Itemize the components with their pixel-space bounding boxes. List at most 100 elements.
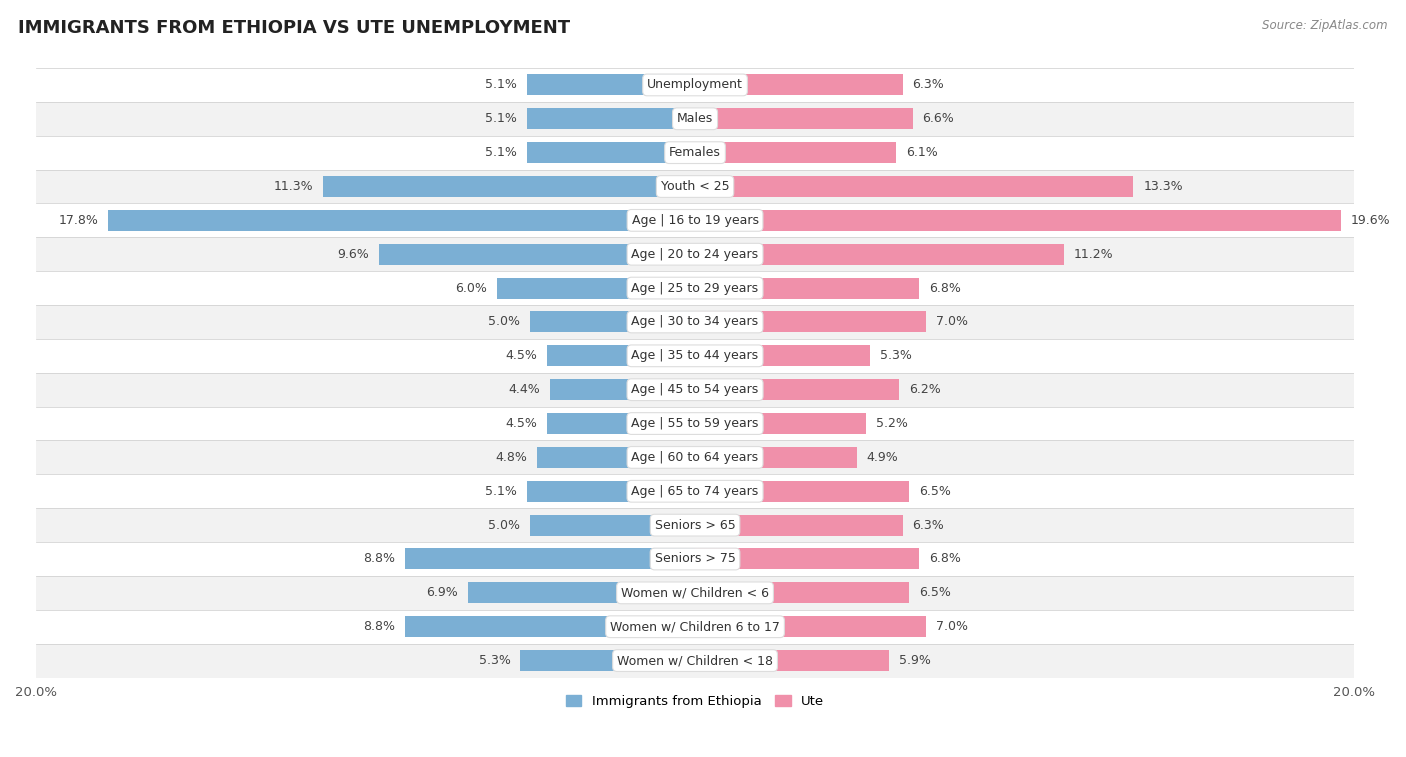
Text: Unemployment: Unemployment <box>647 79 742 92</box>
Bar <box>695 582 910 603</box>
Bar <box>695 142 896 164</box>
Bar <box>695 210 1341 231</box>
Text: Women w/ Children < 6: Women w/ Children < 6 <box>621 587 769 600</box>
Text: Age | 16 to 19 years: Age | 16 to 19 years <box>631 214 759 227</box>
Text: 5.3%: 5.3% <box>880 349 911 363</box>
Bar <box>530 515 695 536</box>
Text: 6.2%: 6.2% <box>910 383 941 396</box>
Bar <box>37 610 1354 643</box>
Bar <box>695 176 1133 197</box>
Bar <box>527 481 695 502</box>
Bar <box>37 441 1354 475</box>
Text: 19.6%: 19.6% <box>1351 214 1391 227</box>
Bar <box>695 650 890 671</box>
Bar <box>323 176 695 197</box>
Text: 5.1%: 5.1% <box>485 79 517 92</box>
Text: Women w/ Children 6 to 17: Women w/ Children 6 to 17 <box>610 620 780 633</box>
Bar <box>37 204 1354 237</box>
Bar <box>537 447 695 468</box>
Text: Females: Females <box>669 146 721 159</box>
Text: Age | 20 to 24 years: Age | 20 to 24 years <box>631 248 759 260</box>
Text: Age | 30 to 34 years: Age | 30 to 34 years <box>631 316 759 329</box>
Bar <box>405 549 695 569</box>
Text: Age | 35 to 44 years: Age | 35 to 44 years <box>631 349 759 363</box>
Text: 13.3%: 13.3% <box>1143 180 1182 193</box>
Bar <box>37 170 1354 204</box>
Bar <box>37 102 1354 136</box>
Text: 6.5%: 6.5% <box>920 484 950 498</box>
Bar <box>37 237 1354 271</box>
Text: 6.1%: 6.1% <box>905 146 938 159</box>
Text: 6.6%: 6.6% <box>922 112 955 126</box>
Bar <box>37 372 1354 407</box>
Text: 5.9%: 5.9% <box>900 654 931 667</box>
Text: 5.0%: 5.0% <box>488 316 520 329</box>
Text: Women w/ Children < 18: Women w/ Children < 18 <box>617 654 773 667</box>
Text: Source: ZipAtlas.com: Source: ZipAtlas.com <box>1263 19 1388 32</box>
Bar <box>547 413 695 434</box>
Bar <box>695 379 900 400</box>
Text: Age | 60 to 64 years: Age | 60 to 64 years <box>631 451 759 464</box>
Bar <box>468 582 695 603</box>
Text: 5.1%: 5.1% <box>485 484 517 498</box>
Bar <box>37 271 1354 305</box>
Text: 4.5%: 4.5% <box>505 349 537 363</box>
Bar <box>695 515 903 536</box>
Text: 5.0%: 5.0% <box>488 519 520 531</box>
Bar <box>37 407 1354 441</box>
Text: 6.8%: 6.8% <box>929 553 960 565</box>
Text: Age | 65 to 74 years: Age | 65 to 74 years <box>631 484 759 498</box>
Text: 6.5%: 6.5% <box>920 587 950 600</box>
Text: 5.2%: 5.2% <box>876 417 908 430</box>
Bar <box>527 74 695 95</box>
Text: 11.3%: 11.3% <box>273 180 312 193</box>
Text: 4.9%: 4.9% <box>866 451 898 464</box>
Text: 8.8%: 8.8% <box>363 553 395 565</box>
Bar <box>695 244 1064 265</box>
Bar <box>550 379 695 400</box>
Bar <box>695 413 866 434</box>
Text: Seniors > 65: Seniors > 65 <box>655 519 735 531</box>
Text: 5.1%: 5.1% <box>485 146 517 159</box>
Text: 5.3%: 5.3% <box>478 654 510 667</box>
Text: Age | 25 to 29 years: Age | 25 to 29 years <box>631 282 759 294</box>
Bar <box>527 142 695 164</box>
Bar <box>695 616 925 637</box>
Text: 6.8%: 6.8% <box>929 282 960 294</box>
Bar <box>405 616 695 637</box>
Legend: Immigrants from Ethiopia, Ute: Immigrants from Ethiopia, Ute <box>561 690 830 714</box>
Bar <box>108 210 695 231</box>
Bar <box>37 542 1354 576</box>
Bar <box>695 74 903 95</box>
Text: 4.4%: 4.4% <box>509 383 540 396</box>
Bar <box>498 278 695 298</box>
Bar <box>37 68 1354 102</box>
Text: Seniors > 75: Seniors > 75 <box>655 553 735 565</box>
Bar <box>530 311 695 332</box>
Text: 6.9%: 6.9% <box>426 587 458 600</box>
Text: 9.6%: 9.6% <box>337 248 368 260</box>
Text: Age | 45 to 54 years: Age | 45 to 54 years <box>631 383 759 396</box>
Bar <box>695 481 910 502</box>
Text: 8.8%: 8.8% <box>363 620 395 633</box>
Text: 7.0%: 7.0% <box>935 620 967 633</box>
Bar <box>695 345 870 366</box>
Bar <box>695 447 856 468</box>
Bar <box>378 244 695 265</box>
Bar <box>37 136 1354 170</box>
Text: 6.0%: 6.0% <box>456 282 488 294</box>
Bar <box>695 311 925 332</box>
Bar <box>527 108 695 129</box>
Text: 4.8%: 4.8% <box>495 451 527 464</box>
Text: 11.2%: 11.2% <box>1074 248 1114 260</box>
Text: 5.1%: 5.1% <box>485 112 517 126</box>
Bar <box>695 108 912 129</box>
Bar <box>37 643 1354 678</box>
Bar <box>37 576 1354 610</box>
Bar <box>37 475 1354 508</box>
Text: 7.0%: 7.0% <box>935 316 967 329</box>
Bar <box>37 339 1354 372</box>
Text: Youth < 25: Youth < 25 <box>661 180 730 193</box>
Text: IMMIGRANTS FROM ETHIOPIA VS UTE UNEMPLOYMENT: IMMIGRANTS FROM ETHIOPIA VS UTE UNEMPLOY… <box>18 19 571 37</box>
Text: Males: Males <box>676 112 713 126</box>
